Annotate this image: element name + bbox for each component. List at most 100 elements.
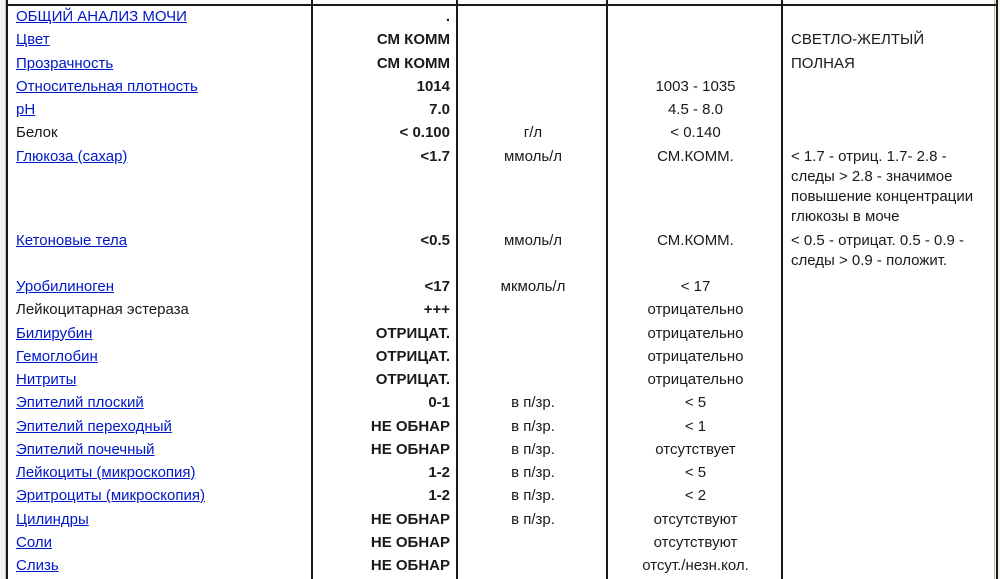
table-row: СлизьНЕ ОБНАРотсут./незн.кол.: [7, 555, 997, 578]
cell-result: ОТРИЦАТ.: [312, 323, 457, 346]
study-link[interactable]: Эпителий переходный: [16, 418, 172, 435]
study-link[interactable]: Соли: [16, 534, 52, 551]
cell-study: Лейкоциты (микроскопия): [7, 462, 312, 485]
study-link[interactable]: Кетоновые тела: [16, 232, 127, 249]
cell-result: .: [312, 5, 457, 29]
cell-comment: [782, 276, 997, 299]
cell-comment: [782, 392, 997, 415]
table-row: Соли НЕ ОБНАР отсутствуют: [7, 532, 997, 555]
study-link[interactable]: Билирубин: [16, 325, 92, 342]
cell-comment: < 0.5 - отрицат. 0.5 - 0.9 - следы > 0.9…: [782, 230, 997, 274]
cell-comment: [782, 299, 997, 322]
table-row: Эритроциты (микроскопия)1-2в п/зр.< 2: [7, 485, 997, 508]
cell-units: в п/зр.: [457, 462, 607, 485]
cell-result: 7.0: [312, 99, 457, 122]
table-row: Цилиндры НЕ ОБНАРв п/зр.отсутствуют: [7, 509, 997, 532]
cell-comment: [782, 122, 997, 145]
cell-result: <1.7: [312, 146, 457, 230]
cell-reference: отсутствуют: [607, 532, 782, 555]
cell-reference: отсутствует: [607, 439, 782, 462]
cell-reference: отсут./незн.кол.: [607, 555, 782, 578]
cell-result: 1-2: [312, 485, 457, 508]
cell-units: [457, 532, 607, 555]
cell-result: НЕ ОБНАР: [312, 532, 457, 555]
cell-reference: отрицательно: [607, 299, 782, 322]
cell-comment: [782, 346, 997, 369]
study-link[interactable]: Уробилиноген: [16, 278, 114, 295]
cell-study: Уробилиноген: [7, 276, 312, 299]
cell-study: Кетоновые тела: [7, 230, 312, 274]
table-row: ЦветСМ КОММСВЕТЛО-ЖЕЛТЫЙ: [7, 29, 997, 52]
cell-reference: [607, 5, 782, 29]
cell-units: ммоль/л: [457, 230, 607, 274]
cell-result: ОТРИЦАТ.: [312, 369, 457, 392]
study-text: Белок: [16, 124, 58, 141]
cell-study: Лейкоцитарная эстераза: [7, 299, 312, 322]
cell-comment: [782, 416, 997, 439]
study-link[interactable]: Относительная плотность: [16, 78, 198, 95]
cell-units: мкмоль/л: [457, 276, 607, 299]
study-link[interactable]: Цилиндры: [16, 511, 89, 528]
cell-reference: отрицательно: [607, 369, 782, 392]
cell-study: Эпителий переходный: [7, 416, 312, 439]
study-link[interactable]: Эпителий почечный: [16, 441, 155, 458]
cell-reference: отсутствуют: [607, 509, 782, 532]
study-link[interactable]: Эритроциты (микроскопия): [16, 487, 205, 504]
cell-comment: [782, 99, 997, 122]
cell-result: ОТРИЦАТ.: [312, 346, 457, 369]
cell-result: <17: [312, 276, 457, 299]
cell-comment: < 1.7 - отриц. 1.7- 2.8 - следы > 2.8 - …: [782, 146, 997, 230]
cell-study: Нитриты: [7, 369, 312, 392]
study-link[interactable]: Глюкоза (сахар): [16, 148, 127, 165]
cell-units: в п/зр.: [457, 439, 607, 462]
cell-reference: < 2: [607, 485, 782, 508]
study-link[interactable]: Лейкоциты (микроскопия): [16, 464, 196, 481]
study-link[interactable]: pH: [16, 101, 35, 118]
cell-reference: отрицательно: [607, 346, 782, 369]
cell-units: [457, 5, 607, 29]
cell-comment: СВЕТЛО-ЖЕЛТЫЙ: [782, 29, 997, 52]
table-row: Относительная плотность10141003 - 1035: [7, 76, 997, 99]
cell-result: < 0.100: [312, 122, 457, 145]
study-link[interactable]: ОБЩИЙ АНАЛИЗ МОЧИ: [16, 8, 187, 25]
cell-units: в п/зр.: [457, 416, 607, 439]
cell-study: Цвет: [7, 29, 312, 52]
cell-reference: < 0.140: [607, 122, 782, 145]
study-link[interactable]: Эпителий плоский: [16, 394, 144, 411]
cell-result: НЕ ОБНАР: [312, 509, 457, 532]
cell-result: СМ КОММ: [312, 53, 457, 76]
cell-units: [457, 346, 607, 369]
study-link[interactable]: Гемоглобин: [16, 348, 98, 365]
cell-units: в п/зр.: [457, 392, 607, 415]
cell-result: НЕ ОБНАР: [312, 439, 457, 462]
cell-units: [457, 323, 607, 346]
study-link[interactable]: Нитриты: [16, 371, 76, 388]
cell-reference: 4.5 - 8.0: [607, 99, 782, 122]
study-link[interactable]: Цвет: [16, 31, 50, 48]
cell-study: ОБЩИЙ АНАЛИЗ МОЧИ: [7, 5, 312, 29]
cell-reference: отрицательно: [607, 323, 782, 346]
cell-study: Глюкоза (сахар): [7, 146, 312, 230]
cell-comment: [782, 323, 997, 346]
cell-units: [457, 555, 607, 578]
cell-units: в п/зр.: [457, 509, 607, 532]
lab-report-sheet: ОБЩИЙ АНАЛИЗ МОЧИ.ЦветСМ КОММСВЕТЛО-ЖЕЛТ…: [5, 0, 995, 579]
study-link[interactable]: Слизь: [16, 557, 59, 574]
table-row: Глюкоза (сахар)<1.7ммоль/лСМ.КОММ.< 1.7 …: [7, 146, 997, 230]
cell-study: Цилиндры: [7, 509, 312, 532]
cell-comment: [782, 462, 997, 485]
cell-units: ммоль/л: [457, 146, 607, 230]
cell-reference: < 17: [607, 276, 782, 299]
cell-result: 1-2: [312, 462, 457, 485]
cell-comment: [782, 532, 997, 555]
cell-reference: СМ.КОММ.: [607, 230, 782, 274]
study-link[interactable]: Прозрачность: [16, 55, 113, 72]
cell-reference: < 5: [607, 462, 782, 485]
cell-units: [457, 76, 607, 99]
cell-comment: [782, 76, 997, 99]
cell-study: Соли: [7, 532, 312, 555]
cell-reference: 1003 - 1035: [607, 76, 782, 99]
table-row: Гемоглобин ОТРИЦАТ. отрицательно: [7, 346, 997, 369]
cell-units: [457, 53, 607, 76]
cell-comment: [782, 369, 997, 392]
